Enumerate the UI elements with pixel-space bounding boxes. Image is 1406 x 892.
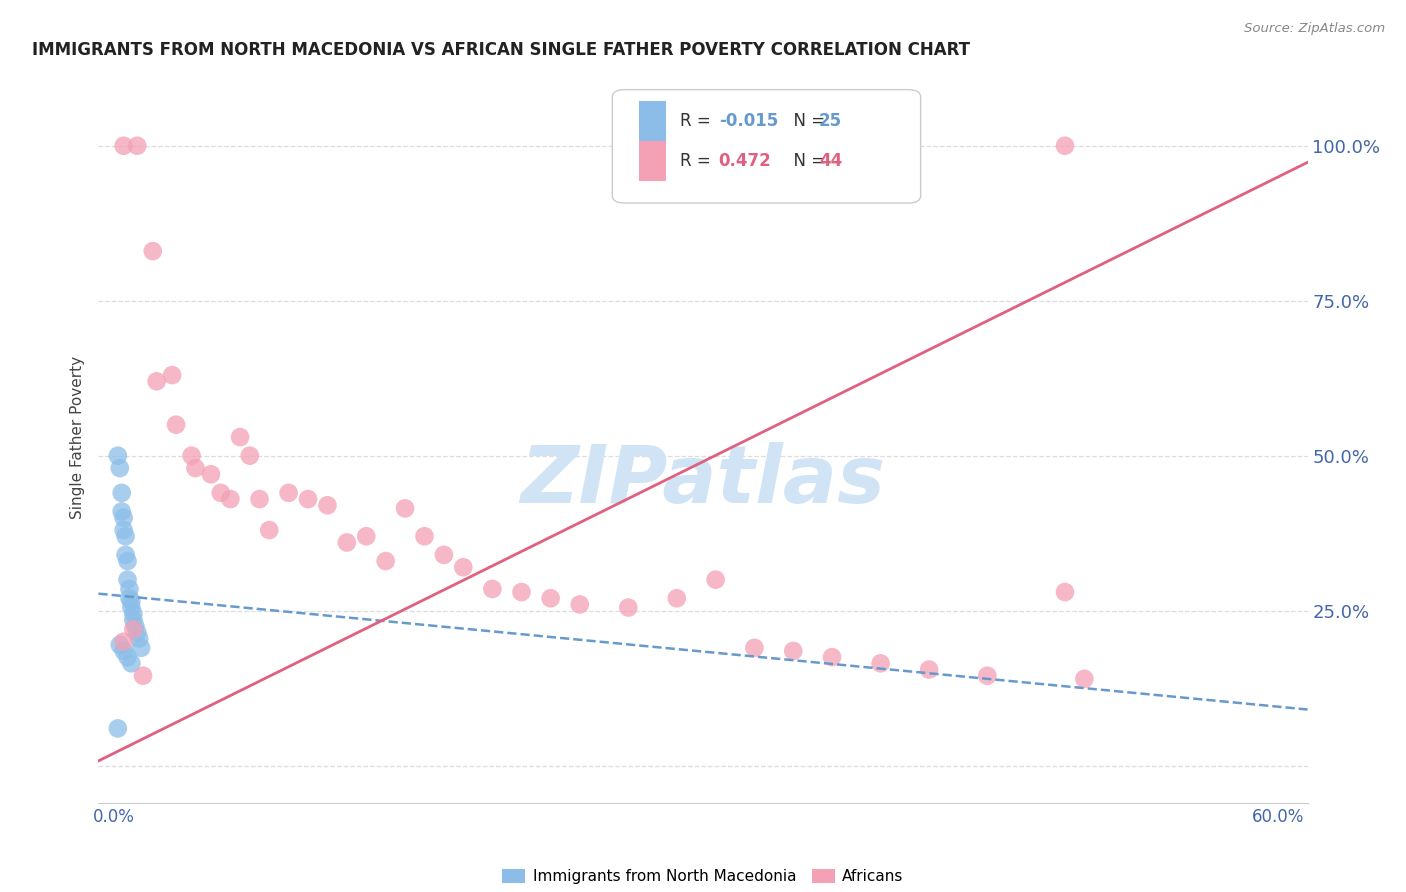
Point xyxy=(122,613,145,627)
Point xyxy=(869,657,891,671)
Point xyxy=(120,600,142,615)
Text: ZIPatlas: ZIPatlas xyxy=(520,442,886,520)
Point xyxy=(1053,585,1076,599)
Legend: Immigrants from North Macedonia, Africans: Immigrants from North Macedonia, African… xyxy=(502,869,904,884)
Point xyxy=(453,560,475,574)
Point xyxy=(374,554,396,568)
Point xyxy=(354,529,377,543)
Point xyxy=(112,644,135,658)
Point xyxy=(413,529,436,543)
Point xyxy=(112,634,135,648)
Text: IMMIGRANTS FROM NORTH MACEDONIA VS AFRICAN SINGLE FATHER POVERTY CORRELATION CHA: IMMIGRANTS FROM NORTH MACEDONIA VS AFRIC… xyxy=(32,41,970,59)
Point xyxy=(128,632,150,646)
Point xyxy=(108,638,131,652)
Text: 44: 44 xyxy=(820,152,842,170)
Text: R =: R = xyxy=(681,152,721,170)
Point xyxy=(239,449,262,463)
Point xyxy=(219,491,242,506)
Point xyxy=(1073,672,1095,686)
Point xyxy=(540,591,562,606)
Point xyxy=(142,244,165,259)
Point xyxy=(111,486,134,500)
Point xyxy=(200,467,222,482)
Point xyxy=(114,548,136,562)
Point xyxy=(209,486,232,500)
Point xyxy=(112,138,135,153)
Point xyxy=(180,449,202,463)
Point xyxy=(336,535,359,549)
Point xyxy=(108,461,131,475)
Point xyxy=(257,523,280,537)
Point xyxy=(132,669,155,683)
Point xyxy=(129,640,152,655)
Point xyxy=(111,504,134,518)
Point xyxy=(665,591,688,606)
Y-axis label: Single Father Poverty: Single Father Poverty xyxy=(70,356,86,518)
Point xyxy=(107,722,129,736)
Point xyxy=(184,461,207,475)
Text: -0.015: -0.015 xyxy=(718,112,778,129)
FancyBboxPatch shape xyxy=(638,141,665,181)
Point xyxy=(510,585,533,599)
Point xyxy=(112,523,135,537)
FancyBboxPatch shape xyxy=(638,101,665,141)
Point xyxy=(821,650,844,665)
Text: Source: ZipAtlas.com: Source: ZipAtlas.com xyxy=(1244,22,1385,36)
Point xyxy=(117,554,139,568)
Text: N =: N = xyxy=(783,112,830,129)
Point xyxy=(782,644,804,658)
Point xyxy=(122,622,145,636)
Point xyxy=(617,600,640,615)
Point xyxy=(120,657,142,671)
Point xyxy=(117,573,139,587)
Point xyxy=(704,573,727,587)
Point xyxy=(165,417,187,432)
Point xyxy=(118,582,141,596)
Point xyxy=(127,138,149,153)
Point xyxy=(1053,138,1076,153)
Point xyxy=(976,669,998,683)
Point xyxy=(107,449,129,463)
Point xyxy=(120,594,142,608)
Point xyxy=(744,640,766,655)
Point xyxy=(160,368,183,383)
Text: R =: R = xyxy=(681,112,716,129)
Point xyxy=(918,663,941,677)
Point xyxy=(117,650,139,665)
Text: 25: 25 xyxy=(820,112,842,129)
Point xyxy=(118,591,141,606)
Point xyxy=(433,548,456,562)
FancyBboxPatch shape xyxy=(613,90,921,203)
Point xyxy=(124,619,146,633)
Point xyxy=(112,510,135,524)
Point xyxy=(229,430,252,444)
Point xyxy=(568,598,591,612)
Point xyxy=(127,625,149,640)
Point xyxy=(394,501,416,516)
Text: N =: N = xyxy=(783,152,830,170)
Point xyxy=(249,491,271,506)
Point xyxy=(114,529,136,543)
Point xyxy=(145,374,167,388)
Point xyxy=(122,607,145,621)
Point xyxy=(277,486,299,500)
Point xyxy=(297,491,319,506)
Point xyxy=(316,498,339,512)
Text: 0.472: 0.472 xyxy=(718,152,772,170)
Point xyxy=(481,582,503,596)
